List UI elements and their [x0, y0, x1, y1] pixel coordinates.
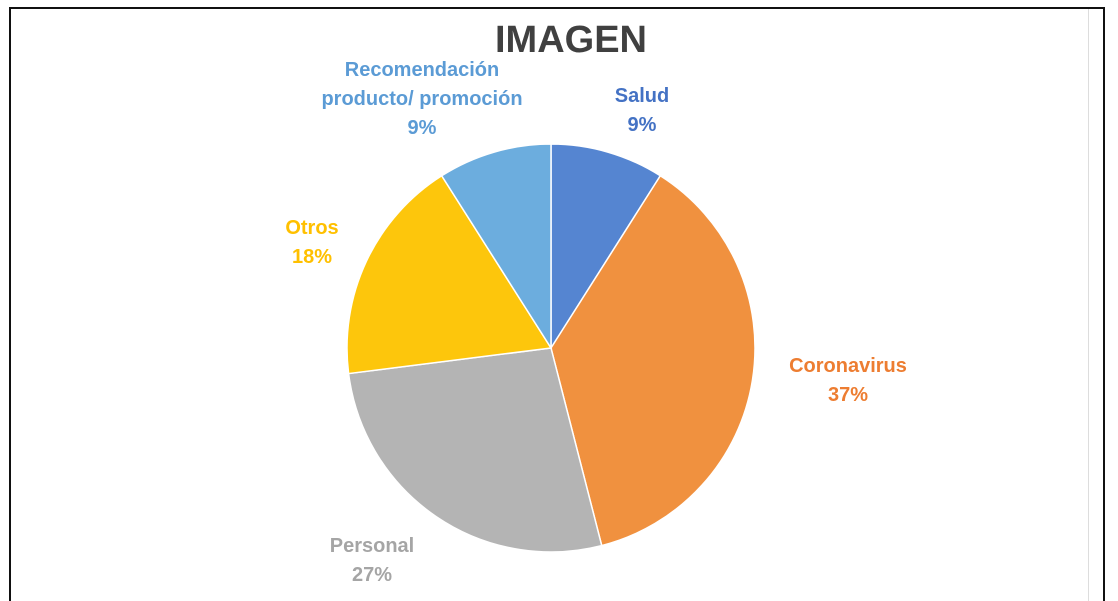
value-label: 9% [407, 117, 437, 139]
inner-border [1088, 9, 1089, 601]
category-label: Otros [285, 217, 339, 239]
pie-slice [347, 347, 603, 553]
category-label: Recomendación producto/ promoción [321, 59, 523, 110]
value-label: 37% [827, 384, 869, 406]
value-label: 18% [291, 246, 333, 268]
slice-label: Otros 18% [212, 214, 412, 272]
slice-label: Salud 9% [542, 82, 742, 140]
frame [9, 7, 1105, 601]
pie-slice [440, 143, 552, 351]
pie-slice [550, 174, 756, 547]
value-label: 27% [351, 564, 393, 586]
chart-title: IMAGEN [495, 19, 647, 61]
slice-label: Personal 27% [272, 532, 472, 590]
pie-slice [550, 143, 662, 351]
value-label: 9% [627, 114, 657, 136]
slice-label: Coronavirus 37% [748, 352, 948, 410]
pie-slice [346, 174, 553, 375]
slice-label: Recomendación producto/ promoción 9% [317, 56, 527, 143]
category-label: Coronavirus [789, 355, 907, 377]
category-label: Personal [329, 535, 415, 557]
category-label: Salud [614, 85, 670, 107]
